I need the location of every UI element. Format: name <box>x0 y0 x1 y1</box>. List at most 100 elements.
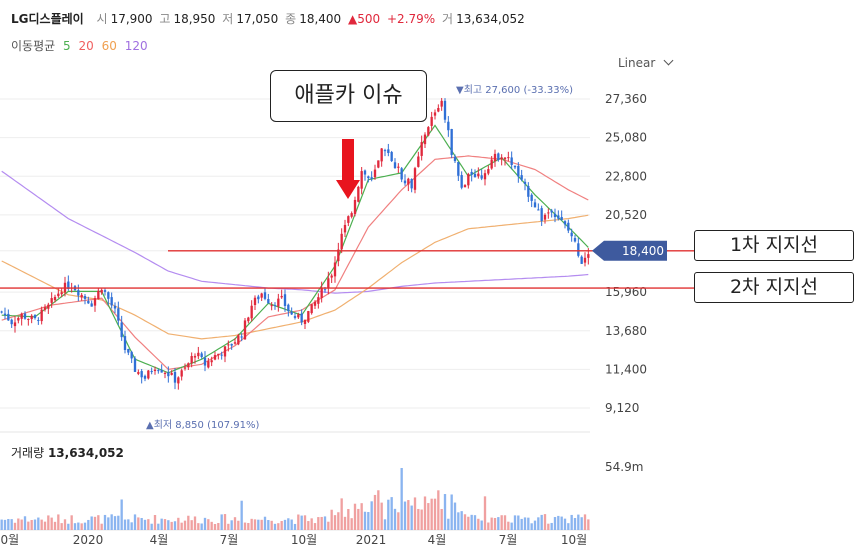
candle-body <box>357 186 360 202</box>
candle-body <box>120 322 123 338</box>
volume-bar <box>320 516 323 530</box>
volume-bar <box>433 498 437 530</box>
volume-bar <box>547 523 550 530</box>
volume-bar <box>250 518 253 530</box>
volume-bar <box>473 515 477 530</box>
support2-text: 2차 지지선 <box>729 276 819 298</box>
volume-bar <box>390 497 393 530</box>
y-tick-label: 9,120 <box>605 401 639 415</box>
candle-body <box>450 129 453 155</box>
ma-legend-20[interactable]: 20 <box>78 39 94 53</box>
candle-body <box>97 290 100 300</box>
candle-body <box>223 346 227 357</box>
volume-bar <box>17 518 20 530</box>
low-marker: ▲최저 8,850 (107.91%) <box>146 419 259 431</box>
x-tick-label: 10월 <box>561 533 587 547</box>
volume-bar <box>240 500 243 530</box>
candle-body <box>560 216 563 220</box>
volume-bar <box>67 523 70 530</box>
candle-body <box>523 181 527 184</box>
volume-bar <box>440 508 443 530</box>
volume-bar <box>293 523 297 530</box>
volume-bar <box>463 514 467 530</box>
candle-body <box>33 315 37 319</box>
candle-body <box>247 317 250 322</box>
candle-body <box>217 353 220 356</box>
volume-bar <box>470 514 473 530</box>
ma-legend-120[interactable]: 120 <box>124 39 148 53</box>
ma-legend-60[interactable]: 60 <box>101 39 117 53</box>
candle-body <box>530 194 533 201</box>
volume-bar <box>173 521 177 530</box>
candle-body <box>13 322 17 327</box>
volume-bar <box>283 519 287 530</box>
volume-label: 거 <box>442 12 454 26</box>
candle-body <box>353 199 357 215</box>
volume-bar <box>310 518 313 530</box>
candle-body <box>470 171 473 175</box>
candle-body <box>420 142 423 156</box>
volume-bar <box>423 496 427 530</box>
volume-bar <box>450 494 453 530</box>
candle-body <box>237 335 240 345</box>
candle-body <box>103 290 107 292</box>
volume-bar <box>397 512 400 530</box>
volume-bar <box>467 516 470 530</box>
volume-bar <box>157 523 160 530</box>
volume-bar <box>260 519 263 530</box>
volume-bar <box>400 468 403 530</box>
volume-value: 13,634,052 <box>456 12 525 26</box>
candle-body <box>203 357 207 366</box>
candle-body <box>410 179 413 189</box>
candle-body <box>20 313 23 319</box>
volume-bar <box>330 509 333 530</box>
volume-bar <box>83 522 87 530</box>
candle-body <box>50 298 53 303</box>
candle-body <box>57 293 60 297</box>
volume-bar <box>587 519 590 530</box>
candle-body <box>400 168 403 180</box>
candle-body <box>480 175 483 179</box>
candle-body <box>60 292 63 295</box>
volume-bar <box>60 523 63 530</box>
volume-bar <box>243 522 247 530</box>
candle-body <box>367 176 370 179</box>
support2-callout: 2차 지지선 <box>694 272 854 303</box>
volume-bar <box>33 519 37 530</box>
volume-bar <box>417 508 420 530</box>
candle-body <box>393 162 397 169</box>
volume-bar <box>103 514 107 530</box>
volume-bar <box>43 521 47 530</box>
volume-bar <box>40 519 43 530</box>
candle-body <box>257 296 260 300</box>
volume-bar <box>280 520 283 530</box>
volume-panel-title: 거래량 13,634,052 <box>11 444 124 461</box>
candle-body <box>487 169 490 174</box>
volume-bar <box>170 521 173 530</box>
volume-bar <box>287 518 290 530</box>
candle-body <box>250 305 253 319</box>
ma-legend-5[interactable]: 5 <box>63 39 71 53</box>
candle-body <box>30 315 33 320</box>
candle-body <box>143 375 147 379</box>
volume-bar <box>327 521 330 530</box>
apple-car-text: 애플카 이슈 <box>294 83 403 108</box>
candle-body <box>517 165 520 177</box>
candle-body <box>443 100 447 120</box>
volume-bar <box>20 519 23 530</box>
volume-bar <box>580 517 583 530</box>
volume-bar <box>133 514 137 530</box>
candle-body <box>503 157 507 160</box>
volume-bar <box>373 494 377 530</box>
stock-name[interactable]: LG디스플레이 <box>11 12 84 26</box>
volume-bar <box>153 514 157 530</box>
volume-bar <box>483 496 487 530</box>
volume-bar <box>447 518 450 530</box>
candle-body <box>17 317 20 321</box>
candle-body <box>127 349 130 353</box>
candle-body <box>483 173 487 180</box>
candle-body <box>47 304 50 309</box>
volume-bar <box>520 518 523 530</box>
scale-dropdown[interactable]: Linear <box>618 55 674 70</box>
